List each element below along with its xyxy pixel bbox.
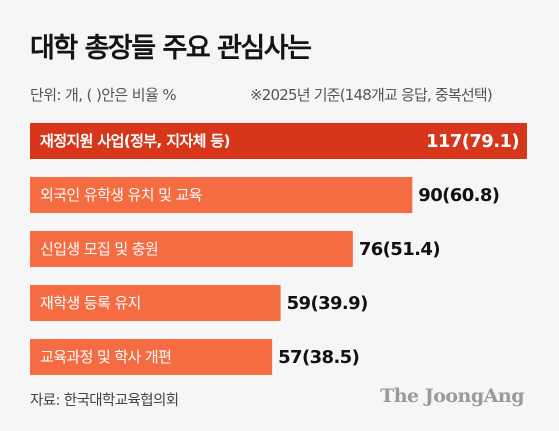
bar-value-label: 117(79.1) <box>426 131 519 152</box>
bar-category-label: 재정지원 사업(정부, 지자체 등) <box>40 132 230 150</box>
bar-value-label: 57(38.5) <box>278 347 359 368</box>
source-note: 자료: 한국대학교육협의회 <box>30 393 179 409</box>
bar-group: 외국인 유학생 유치 및 교육 90(60.8) <box>30 177 500 213</box>
bar-group: 재정지원 사업(정부, 지자체 등) 117(79.1) <box>30 123 527 159</box>
bar-group: 교육과정 및 학사 개편 57(38.5) <box>30 339 360 375</box>
bar-group: 신입생 모집 및 충원 76(51.4) <box>30 231 441 267</box>
bar-group: 재학생 등록 유지 59(39.9) <box>30 285 368 321</box>
publisher-logo: The JoongAng <box>380 385 524 407</box>
bar-category-label: 신입생 모집 및 충원 <box>40 240 158 258</box>
bar-value-label: 59(39.9) <box>287 293 368 314</box>
bar-value-label: 90(60.8) <box>418 185 499 206</box>
chart-title: 대학 총장들 주요 관심사는 <box>30 33 312 64</box>
bar-category-label: 외국인 유학생 유치 및 교육 <box>40 186 202 204</box>
bar <box>30 339 273 375</box>
unit-note: 단위: 개, ( )안은 비율 % <box>30 86 177 104</box>
bar <box>30 177 413 213</box>
bar-value-label: 76(51.4) <box>359 239 440 260</box>
basis-note: ※2025년 기준(148개교 응답, 중복선택) <box>250 86 493 104</box>
bar <box>30 231 353 267</box>
bar <box>30 123 527 159</box>
bar-category-label: 교육과정 및 학사 개편 <box>40 348 171 366</box>
bar-category-label: 재학생 등록 유지 <box>40 294 141 312</box>
bar <box>30 285 281 321</box>
bar-chart: 재정지원 사업(정부, 지자체 등) 117(79.1) 외국인 유학생 유치 및 … <box>30 123 527 375</box>
